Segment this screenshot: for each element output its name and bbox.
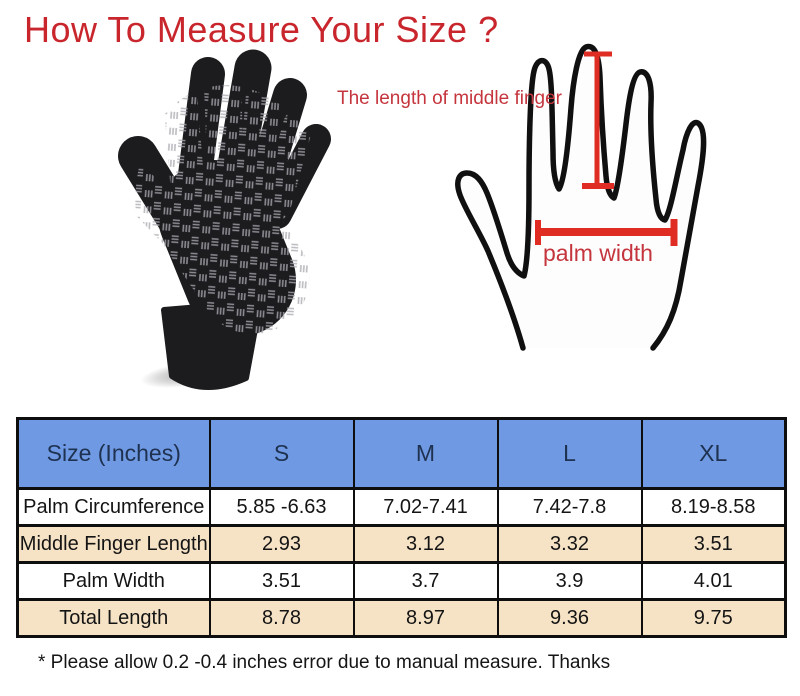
table-row: Total Length 8.78 8.97 9.36 9.75 (16, 598, 787, 638)
size-value: 8.97 (352, 598, 499, 638)
hand-outline-image (455, 43, 707, 351)
size-value: 3.12 (352, 524, 499, 564)
size-value: 3.51 (640, 524, 787, 564)
table-row: Palm Width 3.51 3.7 3.9 4.01 (16, 561, 787, 601)
size-value: 5.85 -6.63 (208, 487, 355, 527)
column-header-size: Size (Inches) (16, 417, 211, 490)
size-value: 9.75 (640, 598, 787, 638)
size-value: 3.32 (496, 524, 643, 564)
size-value: 3.51 (208, 561, 355, 601)
hand-outline-path (455, 43, 707, 351)
table-row: Palm Circumference 5.85 -6.63 7.02-7.41 7.4… (16, 487, 787, 527)
row-label: Palm Circumference (16, 487, 211, 527)
column-header-s: S (208, 417, 355, 490)
column-header-xl: XL (640, 417, 787, 490)
size-table-body: Palm Circumference 5.85 -6.63 7.02-7.41 7.4… (16, 487, 787, 638)
size-table: Size (Inches) S M L XL Palm Circumferenc… (16, 417, 787, 638)
size-value: 3.7 (352, 561, 499, 601)
glove-image (92, 48, 352, 390)
size-value: 7.02-7.41 (352, 487, 499, 527)
palm-width-label: palm width (543, 240, 653, 266)
middle-finger-length-label: The length of middle finger (337, 88, 562, 109)
size-value: 3.9 (496, 561, 643, 601)
palm-width-measure-line (535, 219, 678, 246)
table-header-row: Size (Inches) S M L XL (16, 417, 787, 490)
footnote: * Please allow 0.2 -0.4 inches error due… (38, 652, 611, 673)
row-label: Total Length (16, 598, 211, 638)
column-header-m: M (352, 417, 499, 490)
middle-finger-measure-line (582, 51, 614, 189)
column-header-l: L (496, 417, 643, 490)
table-row: Middle Finger Length 2.93 3.12 3.32 3.51 (16, 524, 787, 564)
size-value: 9.36 (496, 598, 643, 638)
size-value: 2.93 (208, 524, 355, 564)
glove-grip-texture (135, 85, 339, 347)
size-value: 7.42-7.8 (496, 487, 643, 527)
size-value: 4.01 (640, 561, 787, 601)
row-label: Middle Finger Length (16, 524, 211, 564)
size-value: 8.78 (208, 598, 355, 638)
row-label: Palm Width (16, 561, 211, 601)
size-value: 8.19-8.58 (640, 487, 787, 527)
page-title: How To Measure Your Size ? (24, 9, 499, 50)
